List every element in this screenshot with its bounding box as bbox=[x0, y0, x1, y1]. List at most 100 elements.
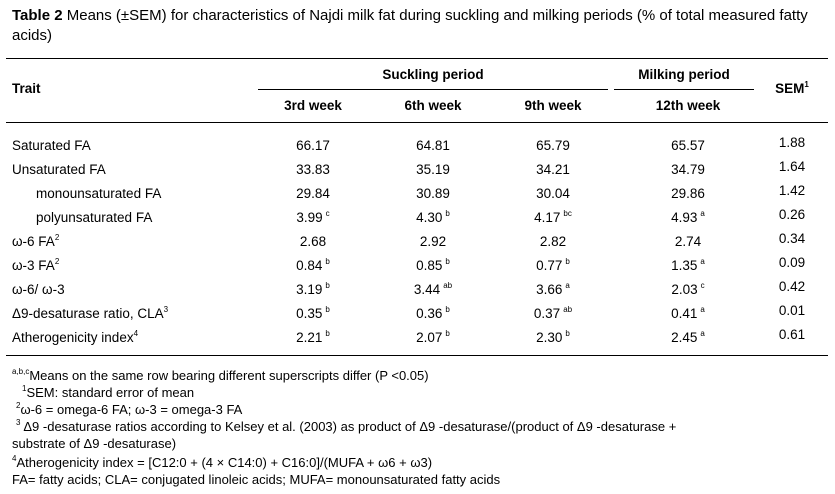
table-title: Means (±SEM) for characteristics of Najd… bbox=[12, 7, 808, 44]
significance-sup: a bbox=[565, 281, 570, 290]
bottom-rule bbox=[6, 355, 828, 356]
value-text: 34.79 bbox=[671, 162, 705, 177]
value-text: 2.21 bbox=[296, 330, 323, 345]
footnote-text: Means on the same row bearing different … bbox=[29, 368, 429, 383]
value-text: 0.37 bbox=[533, 306, 561, 321]
week-header: 12th week bbox=[655, 98, 721, 113]
value-cell: 3.99 c bbox=[258, 209, 368, 227]
value-cell: 3.66 a bbox=[498, 281, 608, 299]
value-text: 30.04 bbox=[536, 186, 570, 201]
value-cell: 34.79 bbox=[628, 161, 748, 179]
value-cell: 34.21 bbox=[498, 161, 608, 179]
row-trait: ω-3 FA2 bbox=[12, 257, 59, 275]
significance-sup: b bbox=[325, 305, 330, 314]
value-cell: 64.81 bbox=[378, 137, 488, 155]
value-text: 35.19 bbox=[416, 162, 450, 177]
value-text: 29.84 bbox=[296, 186, 330, 201]
significance-sup: b bbox=[565, 329, 570, 338]
row-trait: Saturated FA bbox=[12, 137, 91, 155]
value-text: 1.35 bbox=[671, 258, 698, 273]
significance-sup: b bbox=[325, 257, 330, 266]
significance-sup: a bbox=[700, 209, 705, 218]
week-header: 9th week bbox=[524, 98, 582, 113]
row-trait-label: ω-3 FA bbox=[12, 258, 55, 273]
row-trait: polyunsaturated FA bbox=[36, 209, 152, 227]
value-text: 64.81 bbox=[416, 138, 450, 153]
value-cell: 2.07 b bbox=[378, 329, 488, 347]
footnote-desaturase-cont: substrate of Δ9 -desaturase) bbox=[12, 436, 177, 451]
row-trait: Atherogenicity index4 bbox=[12, 329, 138, 347]
value-cell: 2.21 b bbox=[258, 329, 368, 347]
row-trait: ω-6 FA2 bbox=[12, 233, 59, 251]
value-cell: 4.17 bc bbox=[498, 209, 608, 227]
value-cell: 29.84 bbox=[258, 185, 368, 203]
value-cell: 0.35 b bbox=[258, 305, 368, 323]
significance-sup: b bbox=[325, 281, 330, 290]
milking-rule bbox=[614, 89, 754, 90]
value-text: 34.21 bbox=[536, 162, 570, 177]
sem-cell: 0.01 bbox=[778, 303, 806, 318]
value-text: 29.86 bbox=[671, 186, 705, 201]
row-trait-sup: 4 bbox=[133, 329, 139, 338]
value-text: 65.57 bbox=[671, 138, 705, 153]
value-cell: 2.03 c bbox=[628, 281, 748, 299]
footnote-text: Atherogenicity index = [C12:0 + (4 × C14… bbox=[16, 455, 433, 470]
week-header: 3rd week bbox=[284, 98, 342, 113]
value-cell: 2.92 bbox=[378, 233, 488, 251]
value-cell: 2.68 bbox=[258, 233, 368, 251]
value-cell: 65.79 bbox=[498, 137, 608, 155]
value-text: 2.07 bbox=[416, 330, 443, 345]
value-text: 2.30 bbox=[536, 330, 563, 345]
footnote-sup: 4 bbox=[12, 454, 17, 463]
sem-cell: 0.09 bbox=[778, 255, 806, 270]
value-cell: 2.82 bbox=[498, 233, 608, 251]
significance-sup: b bbox=[445, 257, 450, 266]
value-cell: 30.89 bbox=[378, 185, 488, 203]
significance-sup: b bbox=[325, 329, 330, 338]
value-cell: 29.86 bbox=[628, 185, 748, 203]
suckling-rule bbox=[258, 89, 608, 90]
value-cell: 30.04 bbox=[498, 185, 608, 203]
footnote-sem: 1SEM: standard error of mean bbox=[22, 385, 194, 401]
value-text: 30.89 bbox=[416, 186, 450, 201]
significance-sup: b bbox=[565, 257, 570, 266]
table-label: Table 2 bbox=[12, 7, 63, 24]
value-cell: 35.19 bbox=[378, 161, 488, 179]
significance-sup: b bbox=[445, 305, 450, 314]
footnote-text: Δ9 -desaturase ratios according to Kelse… bbox=[23, 419, 677, 434]
value-text: 0.84 bbox=[296, 258, 323, 273]
row-trait: Unsaturated FA bbox=[12, 161, 106, 179]
value-text: 0.85 bbox=[416, 258, 443, 273]
sem-header-sup: 1 bbox=[804, 80, 809, 89]
row-trait-label: ω-6/ ω-3 bbox=[12, 282, 65, 297]
top-rule bbox=[6, 58, 828, 59]
value-text: 65.79 bbox=[536, 138, 570, 153]
value-cell: 66.17 bbox=[258, 137, 368, 155]
row-trait: ω-6/ ω-3 bbox=[12, 281, 65, 299]
row-trait-label: Δ9-desaturase ratio, CLA bbox=[12, 306, 164, 321]
suckling-period-header: Suckling period bbox=[382, 67, 484, 82]
footnote-atherogenicity: 4Atherogenicity index = [C12:0 + (4 × C1… bbox=[12, 455, 432, 471]
sem-cell: 0.26 bbox=[778, 207, 806, 222]
value-text: 33.83 bbox=[296, 162, 330, 177]
footnote-text: SEM: standard error of mean bbox=[26, 385, 195, 400]
row-trait-label: monounsaturated FA bbox=[36, 186, 162, 201]
value-cell: 3.44 ab bbox=[378, 281, 488, 299]
footnote-sup: 2 bbox=[16, 401, 21, 410]
value-text: 0.36 bbox=[416, 306, 443, 321]
trait-header: Trait bbox=[12, 81, 41, 96]
footnote-sup: 1 bbox=[22, 384, 27, 393]
value-text: 4.17 bbox=[534, 210, 561, 225]
significance-sup: a bbox=[700, 257, 705, 266]
footnote-sup: 3 bbox=[16, 418, 21, 427]
row-trait: monounsaturated FA bbox=[36, 185, 161, 203]
value-text: 3.44 bbox=[413, 282, 441, 297]
value-cell: 0.37 ab bbox=[498, 305, 608, 323]
row-trait-label: Unsaturated FA bbox=[12, 162, 106, 177]
value-cell: 4.93 a bbox=[628, 209, 748, 227]
significance-sup: a bbox=[700, 305, 705, 314]
header-rule bbox=[6, 122, 828, 123]
significance-sup: ab bbox=[443, 281, 453, 290]
value-cell: 2.45 a bbox=[628, 329, 748, 347]
value-cell: 1.35 a bbox=[628, 257, 748, 275]
